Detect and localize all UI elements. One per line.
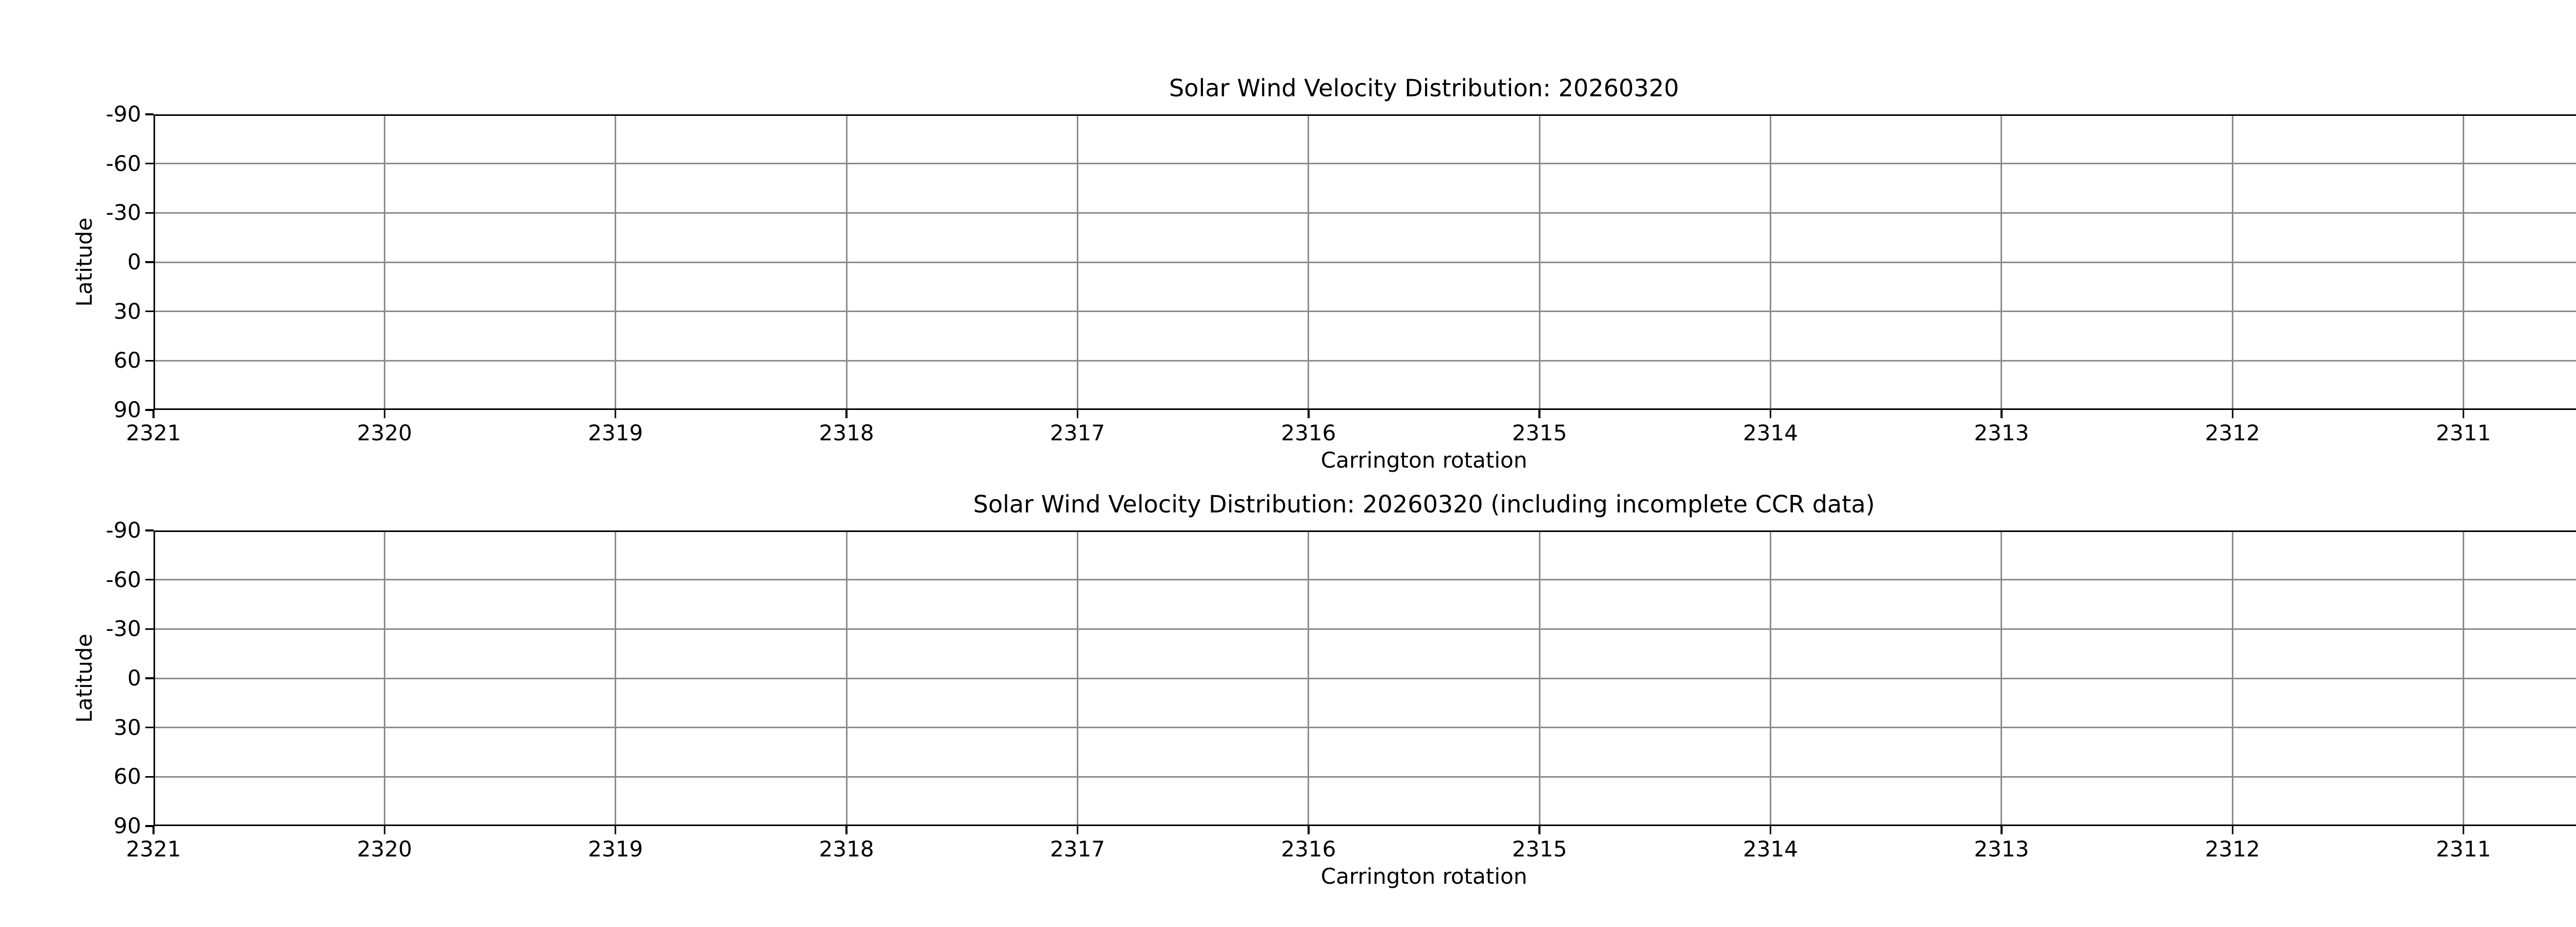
x-tick-mark xyxy=(2001,826,2003,834)
y-gridline xyxy=(154,311,2576,313)
x-tick-label: 2319 xyxy=(588,420,643,445)
y-tick-label: -30 xyxy=(106,616,141,642)
bottom-plot-xaxis-label: Carrington rotation xyxy=(1320,864,1528,889)
x-tick-mark xyxy=(1769,410,1772,418)
y-tick-label: 0 xyxy=(127,665,141,691)
x-tick-label: 2320 xyxy=(357,836,412,862)
y-tick-mark xyxy=(145,825,154,827)
bottom-plot-title: Solar Wind Velocity Distribution: 202603… xyxy=(973,490,1875,518)
x-tick-mark xyxy=(2462,826,2465,834)
y-tick-mark xyxy=(145,359,154,362)
x-tick-mark xyxy=(383,410,386,418)
x-tick-label: 2321 xyxy=(126,420,181,445)
x-tick-label: 2315 xyxy=(1512,420,1567,445)
x-tick-mark xyxy=(1308,826,1310,834)
y-tick-label: 0 xyxy=(127,249,141,274)
y-tick-label: -60 xyxy=(106,150,141,176)
x-tick-label: 2313 xyxy=(1974,420,2029,445)
y-tick-label: -90 xyxy=(106,518,141,543)
x-tick-label: 2313 xyxy=(1974,836,2029,862)
x-tick-mark xyxy=(1076,410,1079,418)
x-tick-label: 2312 xyxy=(2205,836,2260,862)
y-tick-label: 90 xyxy=(113,397,141,422)
y-tick-label: -30 xyxy=(106,200,141,226)
y-tick-mark xyxy=(145,310,154,313)
y-tick-label: -90 xyxy=(106,101,141,127)
y-gridline xyxy=(154,163,2576,165)
y-tick-label: 90 xyxy=(113,813,141,838)
x-tick-label: 2311 xyxy=(2436,836,2492,862)
y-gridline xyxy=(154,212,2576,214)
y-tick-label: 60 xyxy=(113,764,141,789)
x-tick-mark xyxy=(1308,410,1310,418)
x-tick-mark xyxy=(152,410,155,418)
x-tick-label: 2314 xyxy=(1743,420,1798,445)
y-gridline xyxy=(154,359,2576,362)
x-tick-mark xyxy=(383,826,386,834)
y-tick-label: 30 xyxy=(113,714,141,740)
y-gridline xyxy=(154,677,2576,679)
y-tick-label: 30 xyxy=(113,298,141,324)
x-tick-mark xyxy=(2462,410,2465,418)
y-tick-mark xyxy=(145,409,154,411)
y-gridline xyxy=(154,628,2576,630)
x-tick-mark xyxy=(152,826,155,834)
x-tick-label: 2316 xyxy=(1281,420,1336,445)
y-gridline xyxy=(154,727,2576,729)
y-gridline xyxy=(154,261,2576,263)
x-tick-mark xyxy=(2231,826,2234,834)
x-tick-mark xyxy=(1769,826,1772,834)
y-tick-mark xyxy=(145,578,154,581)
x-tick-mark xyxy=(845,410,848,418)
y-tick-mark xyxy=(145,162,154,165)
top-plot-axes xyxy=(154,114,2576,410)
y-tick-mark xyxy=(145,113,154,115)
y-tick-mark xyxy=(145,726,154,729)
x-tick-label: 2317 xyxy=(1050,836,1105,862)
x-tick-mark xyxy=(1538,410,1540,418)
x-tick-mark xyxy=(845,826,848,834)
x-tick-label: 2314 xyxy=(1743,836,1798,862)
y-gridline xyxy=(154,776,2576,778)
x-tick-label: 2312 xyxy=(2205,420,2260,445)
x-tick-label: 2320 xyxy=(357,420,412,445)
y-tick-mark xyxy=(145,261,154,263)
x-tick-label: 2317 xyxy=(1050,420,1105,445)
top-plot-xaxis-label: Carrington rotation xyxy=(1320,448,1528,473)
x-tick-label: 2321 xyxy=(126,836,181,862)
bottom-plot-axes xyxy=(154,530,2576,826)
x-tick-label: 2318 xyxy=(819,420,874,445)
x-tick-mark xyxy=(1538,826,1540,834)
x-tick-label: 2316 xyxy=(1281,836,1336,862)
x-tick-label: 2319 xyxy=(588,836,643,862)
x-tick-mark xyxy=(1076,826,1079,834)
y-gridline xyxy=(154,579,2576,581)
y-tick-label: 60 xyxy=(113,348,141,373)
x-tick-mark xyxy=(2001,410,2003,418)
x-tick-label: 2311 xyxy=(2436,420,2492,445)
x-tick-mark xyxy=(614,826,617,834)
y-tick-label: -60 xyxy=(106,566,141,592)
x-tick-label: 2318 xyxy=(819,836,874,862)
y-tick-mark xyxy=(145,677,154,679)
y-tick-mark xyxy=(145,776,154,778)
x-tick-mark xyxy=(614,410,617,418)
x-tick-label: 2315 xyxy=(1512,836,1567,862)
top-plot-title: Solar Wind Velocity Distribution: 202603… xyxy=(1169,74,1679,102)
x-tick-mark xyxy=(2231,410,2234,418)
y-tick-mark xyxy=(145,529,154,531)
y-tick-mark xyxy=(145,212,154,214)
y-tick-mark xyxy=(145,628,154,630)
